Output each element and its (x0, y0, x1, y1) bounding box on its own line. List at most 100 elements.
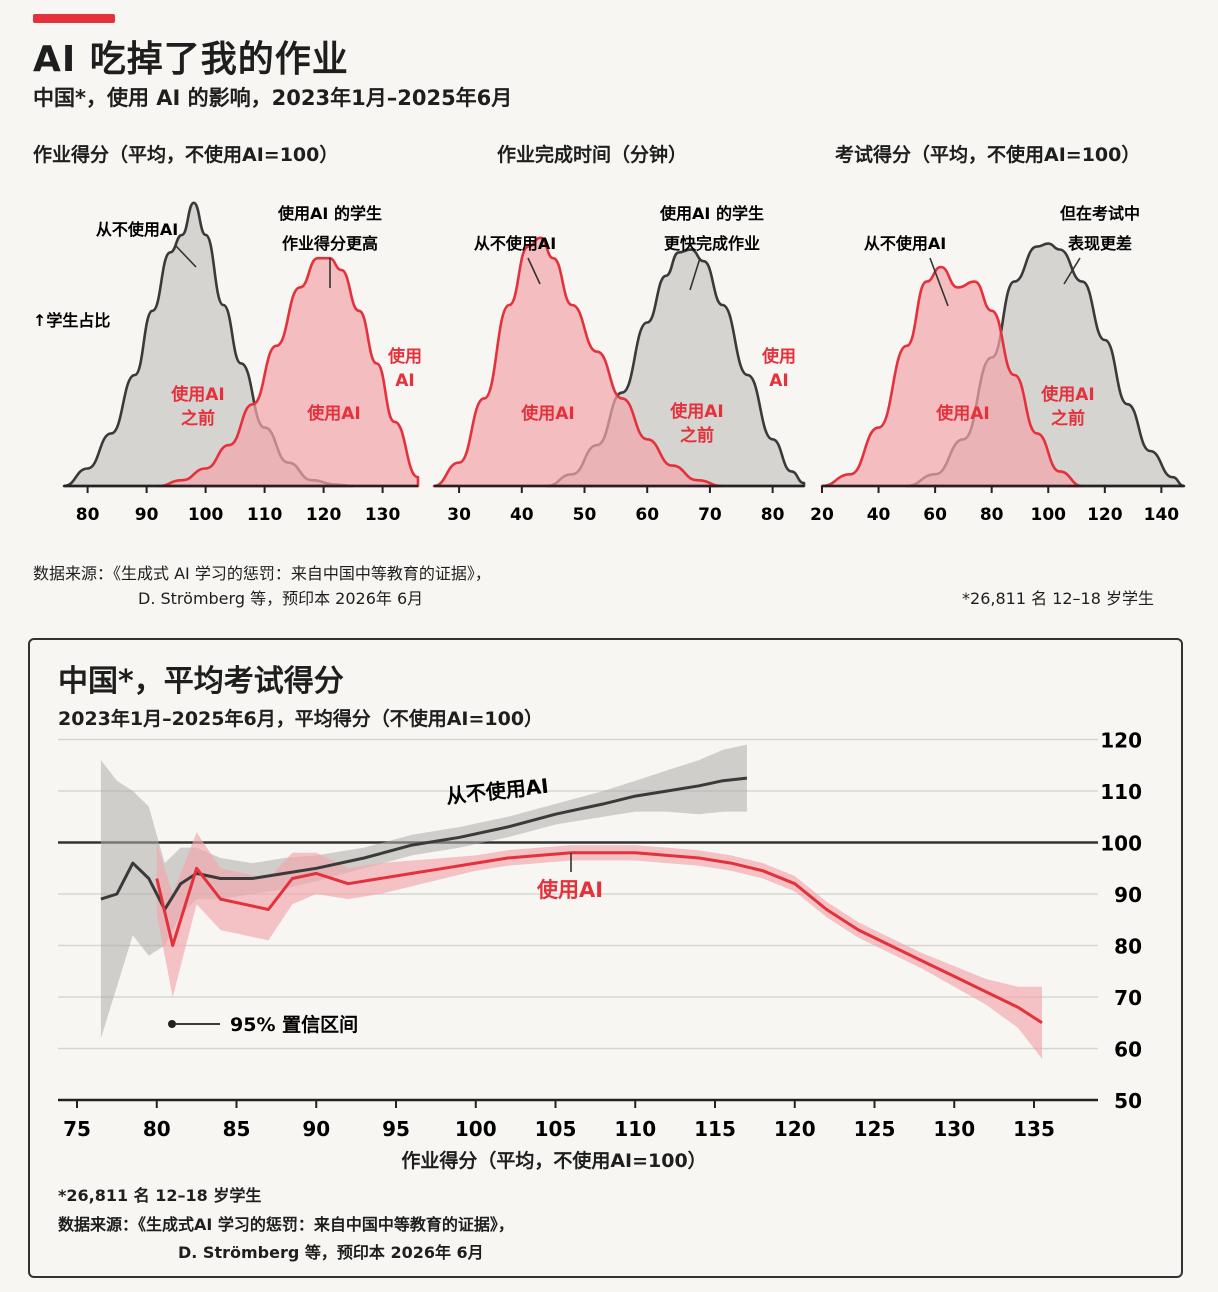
p2-x-tick-label: 40 (510, 505, 534, 525)
p1-label-no-ai: 从不使用AI (96, 220, 178, 239)
y-axis-note: ↑学生占比 (33, 311, 110, 330)
p3-x-tick-label: 40 (867, 505, 891, 525)
panel-1-chart: 80 90 100 110 120 130 从不使用AI 使用AI 的学生 作业得分更高 … (62, 201, 422, 525)
p3-highlight-line1: 但在考试中 (1060, 204, 1140, 223)
bottom-x-tick-label: 105 (535, 1117, 577, 1141)
y-tick-label: 80 (1114, 935, 1142, 959)
p1-x-tick-label: 90 (135, 505, 159, 525)
p3-label-no-ai: 从不使用AI (864, 234, 946, 253)
p1-highlight-line2: 作业得分更高 (282, 234, 378, 253)
y-tick-label: 60 (1114, 1038, 1142, 1062)
bottom-x-tick-label: 115 (694, 1117, 736, 1141)
bottom-x-label: 作业得分（平均，不使用AI=100） (401, 1150, 707, 1172)
bottom-x-tick-label: 125 (854, 1117, 896, 1141)
y-tick-label: 120 (1100, 730, 1142, 753)
bottom-x-tick-label: 90 (302, 1117, 330, 1141)
bottom-x-label-wrap: 作业得分（平均，不使用AI=100） (0, 1146, 1218, 1173)
p3-x-tick-label: 120 (1087, 505, 1123, 525)
p2-label-no-ai: 从不使用AI (474, 234, 556, 253)
y-tick-label: 110 (1100, 780, 1142, 804)
bottom-x-tick-label: 80 (143, 1117, 171, 1141)
bottom-source-line1: 数据来源：《生成式AI 学习的惩罚：来自中国中等教育的证据》， (58, 1215, 514, 1234)
bottom-label-ai: 使用AI (536, 878, 603, 902)
ci-marker-dot (168, 1020, 176, 1028)
p2-x-tick-label: 30 (447, 505, 471, 525)
ai-confidence-band (156, 832, 1043, 1059)
p2-with-ai-area (432, 236, 724, 488)
p1-highlight-line1: 使用AI 的学生 (277, 204, 382, 223)
p1-label-with-ai: 使用AI (306, 403, 360, 424)
distribution-panels: 80 90 100 110 120 130 从不使用AI 使用AI 的学生 作业得分更高 … (33, 201, 1186, 525)
p2-side-label-1: 使用 (761, 346, 796, 367)
bottom-x-tick-label: 100 (455, 1117, 497, 1141)
p1-x-tick-label: 120 (306, 505, 342, 525)
bottom-label-no-ai: 从不使用AI (445, 774, 550, 809)
bottom-x-tick-label: 95 (382, 1117, 410, 1141)
bottom-x-tick-label: 85 (223, 1117, 251, 1141)
p1-x-tick-label: 100 (188, 505, 224, 525)
panel-2-chart: 30 40 50 60 70 80 从不使用AI 使用AI 的学生 更快完成作业 使用AI… (432, 204, 806, 525)
p2-side-label-2: AI (769, 371, 788, 391)
p2-x-tick-label: 60 (635, 505, 659, 525)
p2-leader-no-ai (527, 257, 541, 285)
p1-x-tick-label: 80 (76, 505, 100, 525)
p2-x-tick-label: 80 (761, 505, 785, 525)
y-tick-label: 100 (1100, 832, 1142, 856)
ai-series-line (155, 851, 1043, 1025)
top-footnote: *26,811 名 12–18 岁学生 (962, 589, 1154, 608)
ci-label: 95% 置信区间 (230, 1013, 358, 1036)
p3-label-before-2: 之前 (1051, 408, 1085, 429)
p3-x-tick-label: 80 (980, 505, 1004, 525)
bottom-source-line2: D. Strömberg 等，预印本 2026年 6月 (178, 1243, 484, 1262)
p3-highlight-line2: 表现更差 (1067, 234, 1132, 253)
p2-highlight-line2: 更快完成作业 (664, 234, 760, 253)
p1-leader-no-ai (175, 245, 197, 268)
no-ai-confidence-band (100, 744, 747, 1039)
p3-label-with-ai: 使用AI (935, 403, 989, 424)
bottom-x-tick-label: 110 (614, 1117, 656, 1141)
p2-label-with-ai: 使用AI (520, 403, 574, 424)
p1-side-label-2: AI (395, 371, 414, 391)
top-source-line1: 数据来源：《生成式 AI 学习的惩罚：来自中国中等教育的证据》， (33, 564, 491, 583)
p2-label-before-2: 之前 (680, 425, 714, 446)
bottom-line-chart: 50 60 70 80 90 100 110 120 75 80 85 90 95 100 105 110 1… (58, 730, 1142, 1141)
panel-3-chart: 20 40 60 80 100 120 140 从不使用AI 但在考试中 表现更差 使用AI… (810, 204, 1186, 525)
accent-bar (33, 14, 115, 23)
p2-label-before-1: 使用AI (669, 401, 723, 422)
p2-x-tick-label: 70 (698, 505, 722, 525)
bottom-x-tick-label: 120 (774, 1117, 816, 1141)
bottom-x-tick-label: 130 (933, 1117, 975, 1141)
bottom-subtitle: 2023年1月–2025年6月，平均得分（不使用AI=100） (58, 708, 544, 730)
p3-x-tick-label: 140 (1144, 505, 1180, 525)
p1-x-tick-label: 130 (365, 505, 401, 525)
panel-2-title: 作业完成时间（分钟） (497, 144, 688, 166)
bottom-x-tick-label: 135 (1013, 1117, 1055, 1141)
p3-leader-highlight (1063, 257, 1081, 285)
y-tick-label: 70 (1114, 986, 1142, 1010)
bottom-x-tick-label: 75 (63, 1117, 91, 1141)
p2-leader-highlight (689, 257, 701, 291)
panel-3-title: 考试得分（平均，不使用AI=100） (835, 144, 1141, 166)
p3-x-tick-label: 60 (923, 505, 947, 525)
page-title: AI 吃掉了我的作业 (33, 39, 349, 80)
p1-x-tick-label: 110 (247, 505, 283, 525)
p3-with-ai-area (820, 265, 1084, 488)
bottom-chart-frame (28, 638, 1183, 1278)
y-tick-label: 50 (1114, 1089, 1142, 1113)
p1-side-label-1: 使用 (387, 346, 422, 367)
p3-leader-no-ai (929, 257, 949, 307)
top-source-line2: D. Strömberg 等，预印本 2026年 6月 (138, 589, 424, 608)
bottom-footnote: *26,811 名 12–18 岁学生 (58, 1186, 262, 1205)
no-ai-series-line (100, 776, 748, 911)
p3-label-before-1: 使用AI (1040, 384, 1094, 405)
p3-x-tick-label: 100 (1031, 505, 1067, 525)
p2-highlight-line1: 使用AI 的学生 (659, 204, 764, 223)
bottom-title: 中国*，平均考试得分 (58, 664, 344, 699)
panel-1-title: 作业得分（平均，不使用AI=100） (33, 144, 339, 166)
p1-label-before-1: 使用AI (170, 384, 224, 405)
y-tick-label: 90 (1114, 883, 1142, 907)
p3-x-tick-label: 20 (810, 505, 834, 525)
p2-x-tick-label: 50 (573, 505, 597, 525)
page-subtitle: 中国*，使用 AI 的影响，2023年1月–2025年6月 (33, 86, 513, 110)
p1-label-before-2: 之前 (181, 408, 215, 429)
